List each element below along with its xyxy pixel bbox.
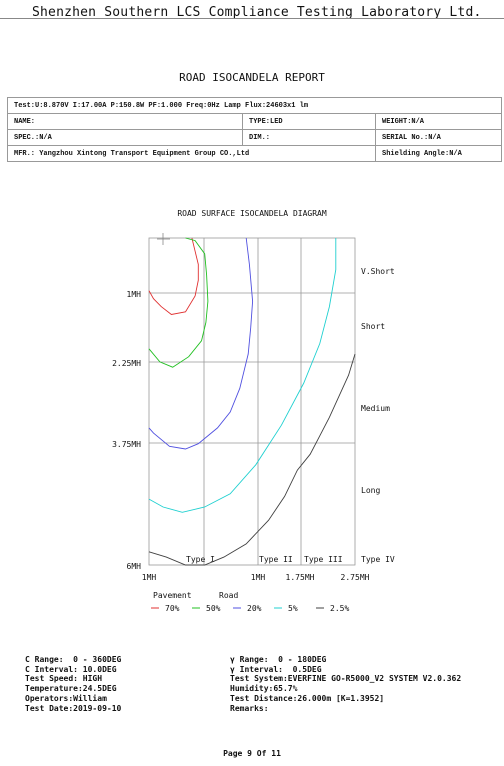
page-number: Page 9 Of 11 — [223, 749, 281, 758]
legend-label: 70% — [165, 604, 180, 613]
info-table: Test:U:8.870V I:17.00A P:150.8W PF:1.000… — [7, 97, 502, 162]
weight-field: WEIGHT:N/A — [375, 113, 502, 130]
road-class-label: Short — [361, 322, 385, 331]
remarks: Remarks: — [230, 703, 269, 713]
type-label: Type I — [186, 555, 215, 564]
test-conditions: Test:U:8.870V I:17.00A P:150.8W PF:1.000… — [7, 97, 502, 114]
lab-name: Shenzhen Southern LCS Compliance Testing… — [32, 5, 482, 20]
road-class-label: Long — [361, 486, 380, 495]
c-range: C Range: 0 - 360DEG — [25, 655, 122, 664]
shielding-field: Shielding Angle:N/A — [375, 145, 502, 162]
test-system: Test System:EVERFINE GO-R5000_V2 SYSTEM … — [230, 674, 462, 684]
gamma-interval: γ Interval: 0.5DEG — [230, 664, 322, 674]
type-label: Type IV — [361, 555, 395, 564]
plot-frame — [148, 237, 356, 566]
road-class-label: V.Short — [361, 267, 395, 276]
type-label: Type III — [304, 555, 343, 564]
report-title: ROAD ISOCANDELA REPORT — [179, 71, 325, 84]
header-divider — [0, 18, 504, 19]
legend-label: 2.5% — [330, 604, 349, 613]
gamma-range: γ Range: 0 - 180DEG — [230, 655, 327, 664]
name-field: NAME: — [7, 113, 243, 130]
serial-field: SERIAL No.:N/A — [375, 129, 502, 146]
x-tick-label: 1.75MH — [286, 573, 315, 582]
temperature: Temperature:24.5DEG — [25, 684, 117, 694]
x-tick-label: 1MH — [142, 573, 157, 582]
y-tick-label: 2.25MH — [112, 359, 141, 368]
footer-right: γ Range: 0 - 180DEG γ Interval: 0.5DEG T… — [230, 655, 461, 713]
test-speed: Test Speed: HIGH — [25, 674, 103, 684]
x-tick-label: 1MH — [251, 573, 266, 582]
isocandela-line-50pct — [148, 237, 209, 368]
legend-label: 50% — [206, 604, 221, 613]
dim-field: DIM.: — [242, 129, 376, 146]
diagram-title: ROAD SURFACE ISOCANDELA DIAGRAM — [177, 209, 327, 218]
y-tick-label: 1MH — [127, 290, 142, 299]
legend-label: 5% — [288, 604, 298, 613]
spec-field: SPEC.:N/A — [7, 129, 243, 146]
x-tick-label: 2.75MH — [341, 573, 370, 582]
test-distance: Test Distance:26.000m [K=1.3952] — [230, 693, 385, 703]
humidity: Humidity:65.7% — [230, 684, 298, 694]
isocandela-line-70pct — [148, 237, 199, 315]
y-tick-label: 6MH — [127, 562, 142, 571]
mfr-field: MFR.: Yangzhou Xintong Transport Equipme… — [7, 145, 376, 162]
legend-header-road: Road — [219, 591, 238, 600]
legend-header-pavement: Pavement — [153, 591, 192, 600]
legend-label: 20% — [247, 604, 262, 613]
road-class-label: Medium — [361, 404, 390, 413]
isocandela-line-2-5pct — [148, 353, 356, 566]
type-field: TYPE:LED — [242, 113, 376, 130]
c-interval: C Interval: 10.0DEG — [25, 664, 117, 674]
isocandela-line-5pct — [148, 238, 337, 513]
type-label: Type II — [259, 555, 293, 564]
y-tick-label: 3.75MH — [112, 440, 141, 449]
footer-left: C Range: 0 - 360DEG C Interval: 10.0DEG … — [25, 655, 121, 713]
operators: Operators:William — [25, 693, 107, 703]
isocandela-line-20pct — [148, 237, 254, 450]
test-date: Test Date:2019-09-10 — [25, 703, 122, 713]
